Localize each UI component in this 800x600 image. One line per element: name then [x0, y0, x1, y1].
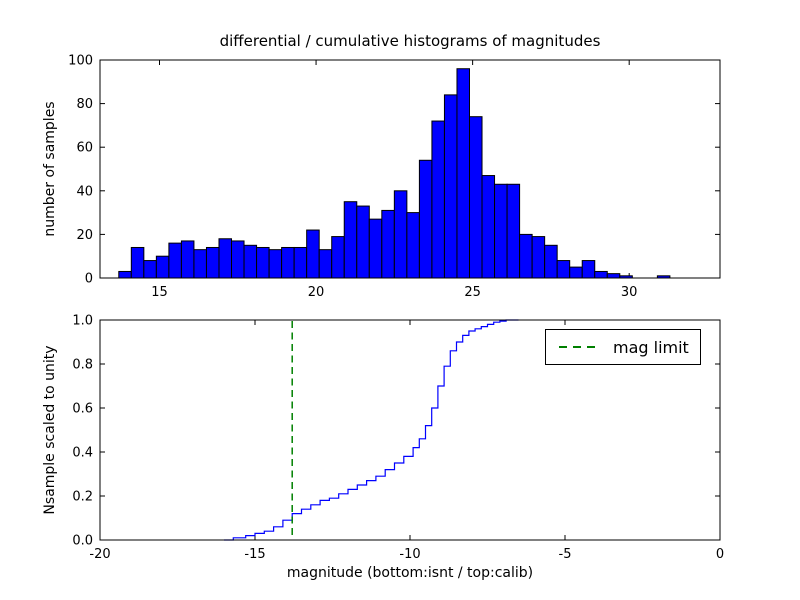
histogram-bar — [180, 240, 195, 279]
cumulative-step-line — [224, 319, 519, 541]
y-tick-label: 0.0 — [72, 534, 93, 549]
x-tick-label: -20 — [89, 547, 110, 562]
histogram-bar — [443, 94, 458, 279]
x-axis-label: magnitude (bottom:isnt / top:calib) — [286, 565, 534, 581]
y-tick-label: 100 — [68, 54, 93, 69]
axes-frame — [99, 319, 721, 541]
y-tick-label: 1.0 — [72, 314, 93, 329]
y-tick-label: 80 — [76, 97, 93, 112]
histogram-bar — [343, 201, 358, 279]
legend-line-swatch — [559, 346, 601, 348]
legend: mag limit — [545, 329, 701, 365]
histogram-bar — [406, 212, 420, 279]
histogram-bar — [193, 249, 207, 279]
histogram-bar — [118, 270, 132, 279]
y-tick-label: 0.8 — [72, 358, 93, 373]
x-tick-label: 0 — [716, 547, 724, 562]
histogram-bar — [168, 242, 182, 279]
histogram-bar — [519, 233, 533, 279]
y-tick-label: 0 — [85, 272, 93, 287]
histogram-bar — [481, 175, 496, 279]
axes-frame — [99, 59, 721, 279]
x-tick-label: -5 — [559, 547, 572, 562]
y-tick-label: 0.6 — [72, 402, 93, 417]
y-tick-label: 0.4 — [72, 446, 93, 461]
histogram-bar — [468, 116, 483, 279]
x-tick-label: -15 — [244, 547, 265, 562]
histogram-bar — [205, 246, 220, 279]
histogram-bar — [306, 229, 320, 279]
histogram-bar — [506, 183, 521, 279]
x-tick-label: 30 — [621, 285, 638, 300]
histogram-bar — [531, 236, 546, 279]
histogram-bar — [368, 218, 383, 279]
histogram-bar — [556, 260, 571, 279]
chart-title: differential / cumulative histograms of … — [219, 32, 601, 50]
histogram-bar — [544, 244, 558, 279]
histogram-bar — [356, 205, 370, 279]
histogram-bar — [256, 246, 270, 279]
legend-label: mag limit — [613, 337, 689, 357]
histogram-bar — [594, 270, 608, 279]
y-tick-label: 60 — [76, 141, 93, 156]
histogram-bar — [218, 238, 233, 279]
histogram-bar — [381, 209, 395, 279]
histogram-bar — [130, 246, 145, 279]
histogram-bar — [581, 260, 596, 279]
histogram-bar — [331, 236, 345, 279]
x-tick-label: 15 — [151, 285, 168, 300]
histogram-bar — [494, 183, 508, 279]
y-tick-label: 40 — [76, 184, 93, 199]
histogram-bar — [268, 249, 283, 279]
histogram-bar — [569, 266, 583, 279]
histogram-bar — [318, 249, 333, 279]
histogram-bar — [155, 255, 170, 279]
x-tick-label: 20 — [308, 285, 325, 300]
histogram-bar — [281, 246, 295, 279]
x-tick-label: 25 — [464, 285, 481, 300]
y-tick-label: 20 — [76, 228, 93, 243]
histogram-bar — [431, 120, 445, 279]
histogram-bar — [418, 159, 433, 279]
histogram-bar — [243, 244, 258, 279]
histogram-bar — [231, 240, 245, 279]
histogram-bar — [393, 190, 408, 279]
y-tick-label: 0.2 — [72, 490, 93, 505]
histogram-bar — [293, 246, 308, 279]
x-tick-label: -10 — [399, 547, 420, 562]
histogram-bar — [456, 68, 470, 279]
histogram-bar — [606, 273, 621, 279]
histogram-bar — [143, 260, 157, 279]
